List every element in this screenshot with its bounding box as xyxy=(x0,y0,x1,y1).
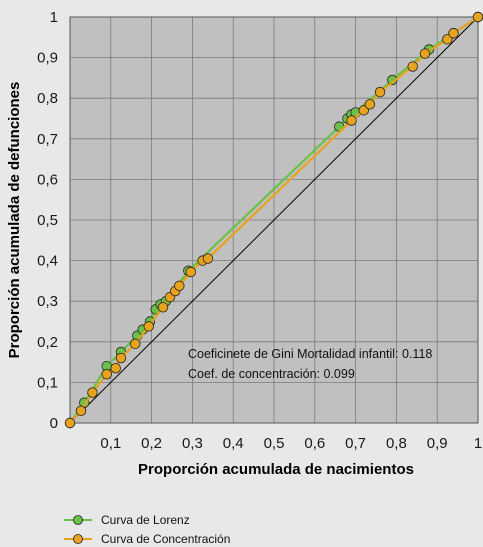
x-tick-label: 0,4 xyxy=(223,435,244,452)
legend-label-concentracion: Curva de Concentración xyxy=(101,532,230,546)
y-tick-label: 0,9 xyxy=(37,50,58,67)
data-point xyxy=(87,387,98,398)
data-point xyxy=(115,352,127,364)
series-layer xyxy=(64,11,483,429)
legend-marker-lorenz xyxy=(73,515,83,525)
data-point xyxy=(448,28,459,39)
x-tick-labels: 0,1 0,2 0,3 0,4 0,5 0,6 0,7 0,8 0,9 1 xyxy=(100,435,482,452)
data-point xyxy=(419,48,431,59)
x-tick-label: 0,1 xyxy=(100,435,121,452)
equality-diagonal xyxy=(69,16,479,424)
legend-item-lorenz: Curva de Lorenz xyxy=(64,513,190,527)
y-tick-label: 0,2 xyxy=(37,334,58,351)
data-point xyxy=(202,253,214,264)
y-tick-label: 0,7 xyxy=(37,131,58,148)
y-tick-label: 0 xyxy=(50,415,58,432)
data-point xyxy=(157,302,169,313)
x-tick-label: 0,2 xyxy=(141,435,162,452)
x-tick-label: 0,7 xyxy=(345,435,366,452)
x-tick-label: 0,3 xyxy=(182,435,203,452)
plot-frame xyxy=(69,16,479,424)
data-point xyxy=(407,61,418,72)
data-point xyxy=(442,34,453,45)
y-tick-label: 0,6 xyxy=(37,171,58,188)
data-point xyxy=(185,266,196,278)
x-axis-title: Proporción acumulada de nacimientos xyxy=(138,461,414,478)
data-point xyxy=(346,115,357,126)
x-tick-label: 0,6 xyxy=(304,435,325,452)
data-point xyxy=(101,369,112,380)
annotation-concentration: Coef. de concentración: 0.099 xyxy=(188,367,355,381)
data-point xyxy=(143,321,154,332)
x-tick-label: 0,9 xyxy=(427,435,448,452)
legend-item-concentracion: Curva de Concentración xyxy=(64,532,230,546)
series-1 xyxy=(64,11,483,429)
data-point xyxy=(472,11,483,23)
data-point xyxy=(374,86,386,98)
data-point xyxy=(110,362,121,374)
data-point xyxy=(358,105,369,116)
y-tick-label: 0,4 xyxy=(37,253,58,270)
annotation-gini: Coeficinete de Gini Mortalidad infantil:… xyxy=(188,347,432,361)
y-axis-title: Proporción acumulada de defunciones xyxy=(6,82,23,359)
data-point xyxy=(130,338,141,350)
x-tick-label: 0,5 xyxy=(264,435,285,452)
y-tick-label: 0,8 xyxy=(37,90,58,107)
legend-label-lorenz: Curva de Lorenz xyxy=(101,513,190,527)
data-point xyxy=(64,417,76,429)
y-tick-label: 0,3 xyxy=(37,293,58,310)
legend-marker-concentracion xyxy=(73,534,83,544)
data-point xyxy=(174,280,185,291)
x-tick-label: 0,8 xyxy=(386,435,407,452)
data-point xyxy=(364,99,376,110)
legend: Curva de Lorenz Curva de Concentración xyxy=(64,513,230,546)
data-point xyxy=(75,405,87,417)
y-tick-label: 0,5 xyxy=(37,212,58,229)
x-tick-label: 1 xyxy=(474,435,482,452)
y-tick-label: 0,1 xyxy=(37,374,58,391)
y-tick-labels: 0 0,1 0,2 0,3 0,4 0,5 0,6 0,7 0,8 0,9 1 xyxy=(37,9,58,432)
y-tick-label: 1 xyxy=(50,9,58,26)
